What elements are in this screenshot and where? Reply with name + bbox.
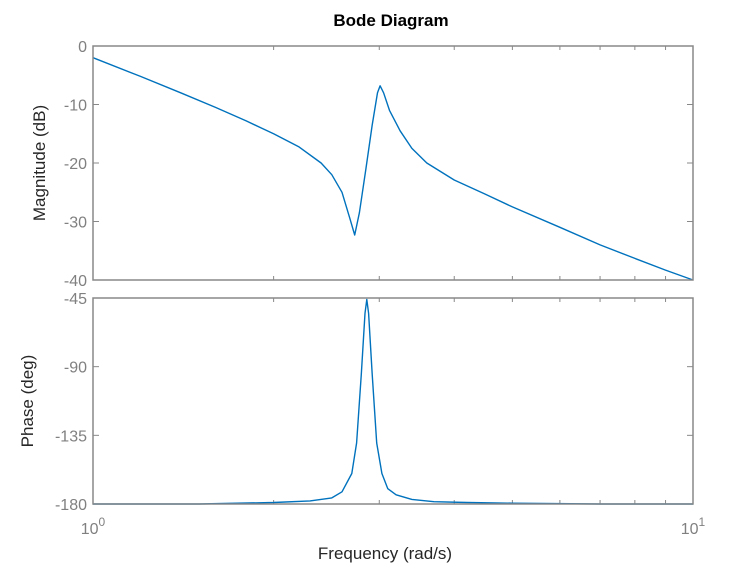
y-tick-label: -180 xyxy=(55,497,87,514)
magnitude-y-label: Magnitude (dB) xyxy=(30,105,49,221)
phase-y-ticks: -45 -90 -135 -180 xyxy=(55,291,693,514)
phase-plot-frame xyxy=(92,297,694,505)
phase-y-label: Phase (deg) xyxy=(18,355,37,448)
phase-axes: -45 -90 -135 -180 Phase (deg) xyxy=(18,291,694,514)
y-tick-label: -30 xyxy=(64,215,87,232)
x-tick-10-0: 100 xyxy=(81,515,106,538)
phase-curve xyxy=(93,298,693,505)
chart-title: Bode Diagram xyxy=(333,11,448,30)
magnitude-y-ticks: 0 -10 -20 -30 -40 xyxy=(64,39,693,290)
y-tick-label: -45 xyxy=(64,291,87,308)
magnitude-plot-frame xyxy=(92,45,694,281)
y-tick-label: -90 xyxy=(64,360,87,377)
x-tick-10-1: 101 xyxy=(681,515,706,538)
y-tick-label: 0 xyxy=(78,39,87,56)
magnitude-curve xyxy=(92,57,694,281)
magnitude-minor-ticks xyxy=(273,46,667,280)
y-tick-label: -20 xyxy=(64,156,87,173)
y-tick-label: -10 xyxy=(64,98,87,115)
x-axis-label: Frequency (rad/s) xyxy=(318,544,452,563)
phase-minor-ticks xyxy=(273,298,667,504)
magnitude-axes: 0 -10 -20 -30 -40 Magnitude (dB) xyxy=(30,39,694,290)
y-tick-label: -40 xyxy=(64,273,87,290)
y-tick-label: -135 xyxy=(55,428,87,445)
